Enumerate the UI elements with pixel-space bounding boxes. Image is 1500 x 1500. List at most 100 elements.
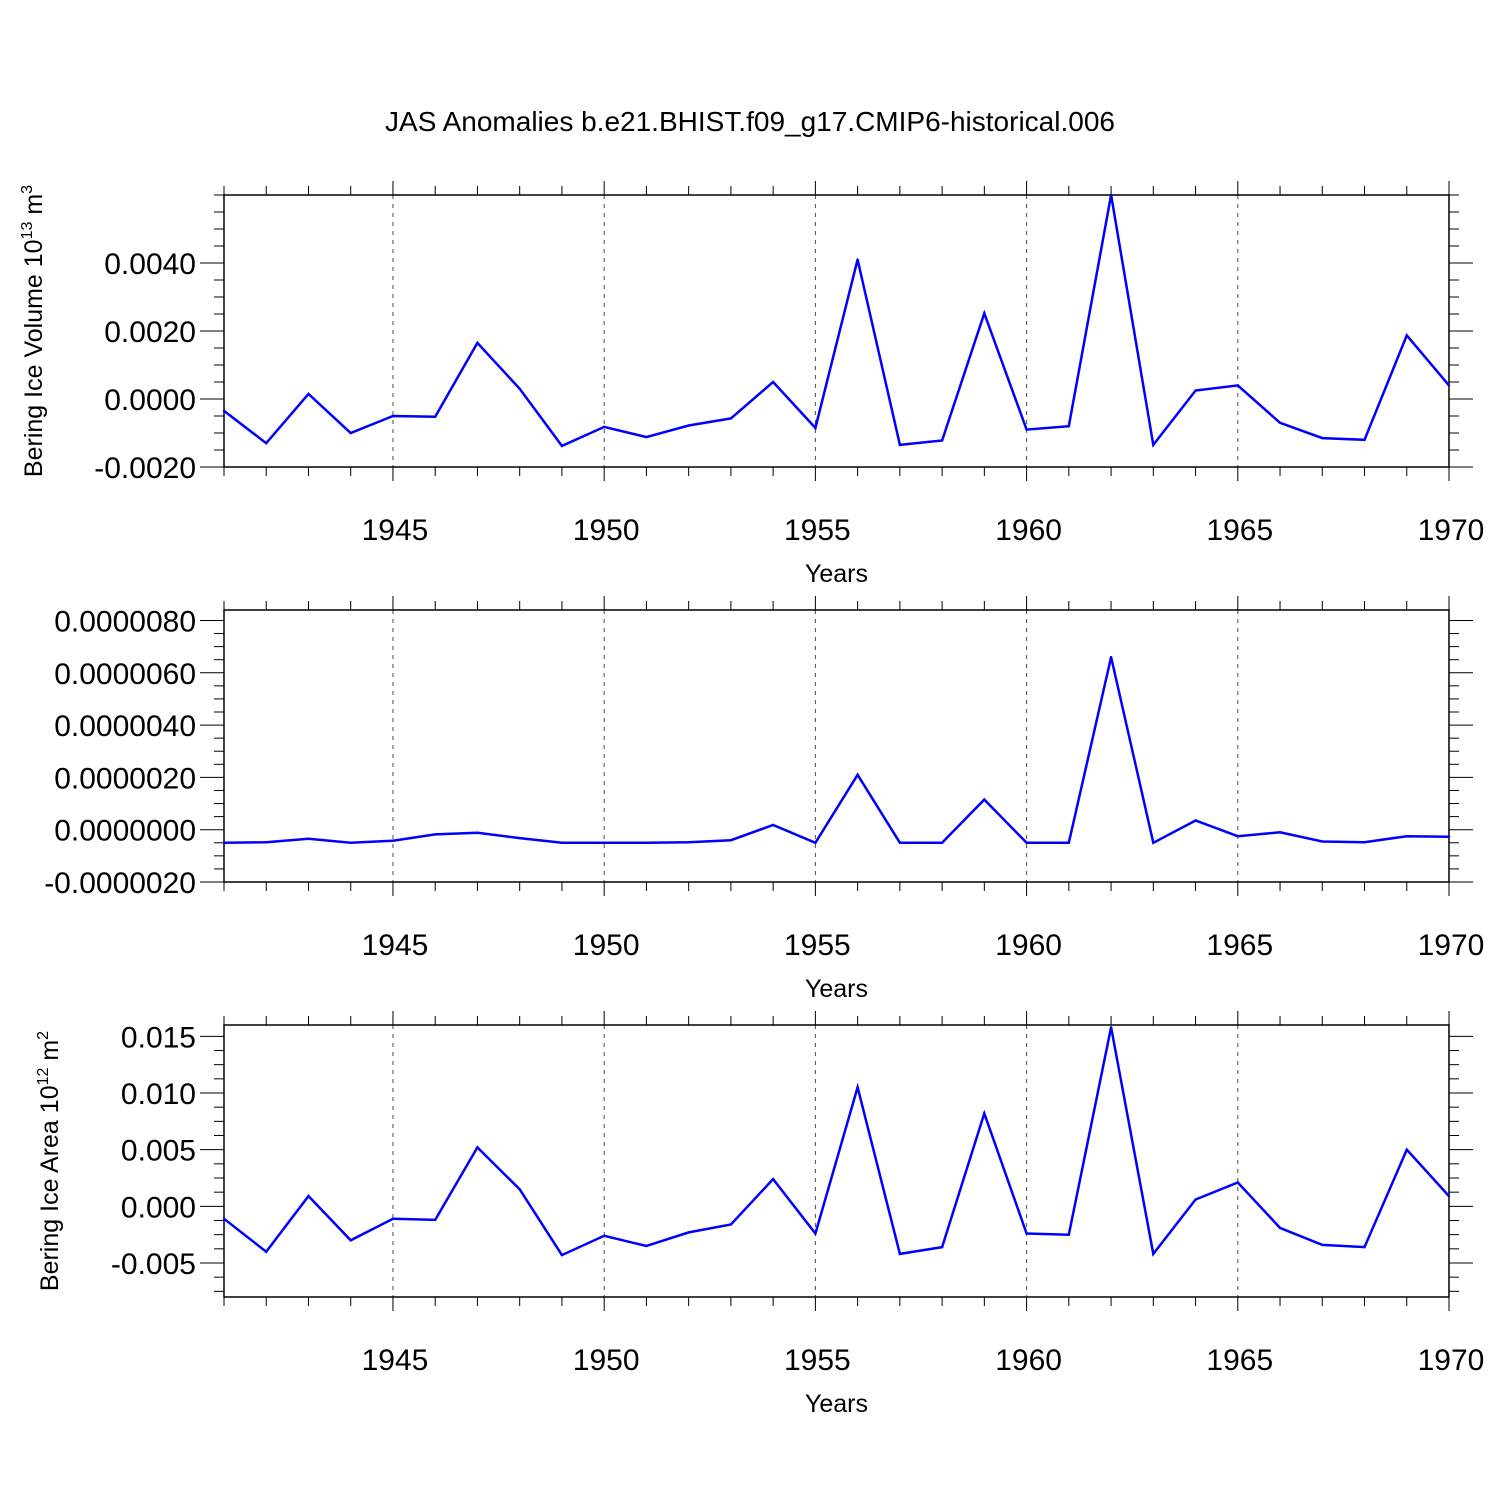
data-point bbox=[1152, 841, 1155, 844]
data-point bbox=[349, 841, 352, 844]
data-point bbox=[349, 431, 352, 435]
data-point bbox=[1321, 840, 1324, 843]
x-tick-label: 1950 bbox=[573, 1344, 640, 1377]
data-point bbox=[856, 258, 859, 261]
chart-title: JAS Anomalies b.e21.BHIST.f09_g17.CMIP6-… bbox=[385, 106, 1115, 137]
data-point bbox=[771, 823, 775, 827]
data-point bbox=[814, 1232, 817, 1235]
data-point bbox=[1152, 443, 1155, 447]
x-tick-label: 1945 bbox=[362, 929, 429, 962]
plot-frame bbox=[223, 1024, 1450, 1298]
data-point bbox=[1405, 334, 1408, 337]
y-tick-label: 0.0020 bbox=[104, 316, 196, 349]
y-tick-label: 0.005 bbox=[121, 1135, 196, 1168]
data-point bbox=[814, 841, 817, 844]
data-point bbox=[307, 837, 310, 841]
data-point bbox=[940, 439, 944, 442]
y-axis-label-unit-exponent: 2 bbox=[35, 1031, 52, 1040]
data-point bbox=[645, 1244, 648, 1248]
data-point bbox=[814, 426, 817, 430]
data-point bbox=[1447, 384, 1451, 387]
x-tick-label: 1950 bbox=[573, 929, 640, 962]
data-point bbox=[222, 841, 226, 844]
data-point bbox=[434, 1218, 437, 1222]
x-tick-label: 1960 bbox=[995, 514, 1062, 547]
data-point bbox=[1194, 819, 1197, 822]
y-tick-label: 0.000 bbox=[121, 1191, 196, 1224]
y-tick-label: -0.0000020 bbox=[44, 867, 196, 900]
data-point bbox=[856, 1086, 859, 1089]
chart-panel-1: -0.0020 0.0000 0.0020 0.0040 1945 1950 1955 196… bbox=[19, 181, 1484, 588]
data-point bbox=[602, 841, 606, 844]
data-point bbox=[1152, 1252, 1155, 1256]
x-tick-label: 1950 bbox=[573, 514, 640, 547]
data-point bbox=[898, 1252, 902, 1256]
y-tick-label: 0.0040 bbox=[104, 248, 196, 281]
data-point bbox=[898, 841, 902, 844]
data-point bbox=[1025, 428, 1028, 431]
x-axis-label: Years bbox=[805, 560, 868, 588]
data-point bbox=[1321, 1243, 1324, 1247]
x-tick-label: 1970 bbox=[1418, 1344, 1485, 1377]
x-tick-label: 1960 bbox=[995, 929, 1062, 962]
data-point bbox=[898, 443, 902, 447]
y-tick-label: 0.0000 bbox=[104, 384, 196, 417]
x-tick-label: 1970 bbox=[1418, 514, 1485, 547]
data-point bbox=[476, 341, 479, 345]
data-point bbox=[1194, 1198, 1197, 1201]
data-point bbox=[1236, 1181, 1239, 1184]
data-point bbox=[518, 387, 521, 390]
data-point bbox=[434, 415, 437, 418]
data-point bbox=[983, 798, 986, 801]
y-tick-label: 0.0000020 bbox=[54, 762, 196, 795]
data-point bbox=[1278, 421, 1282, 424]
y-axis-label-main: Bering Ice Volume 10 bbox=[20, 239, 48, 477]
x-tick-label: 1945 bbox=[362, 1344, 429, 1377]
data-point bbox=[518, 836, 521, 840]
y-axis-label-exponent: 13 bbox=[19, 222, 36, 240]
data-point bbox=[856, 773, 859, 776]
data-point bbox=[476, 831, 479, 835]
data-point bbox=[645, 841, 648, 844]
data-point bbox=[771, 1177, 775, 1181]
data-point bbox=[687, 424, 690, 427]
data-point bbox=[983, 1112, 986, 1115]
y-axis-label-exponent: 12 bbox=[35, 1067, 52, 1085]
data-point bbox=[1363, 1245, 1366, 1249]
x-tick-label: 1965 bbox=[1206, 1344, 1273, 1377]
data-point bbox=[560, 1253, 564, 1257]
chart-panel-2: -0.0000020 0.0000000 0.0000020 0.0000040 0.0… bbox=[44, 596, 1484, 1003]
y-axis-label-main: Bering Ice Area 10 bbox=[36, 1085, 64, 1291]
data-point bbox=[1405, 835, 1408, 838]
data-point bbox=[687, 1231, 690, 1234]
y-tick-label: 0.0000080 bbox=[54, 605, 196, 638]
data-point bbox=[729, 417, 733, 420]
x-tick-label: 1955 bbox=[784, 929, 851, 962]
y-axis-label-unit: m bbox=[20, 194, 48, 222]
plot-frame bbox=[223, 609, 1450, 883]
data-point bbox=[1405, 1148, 1408, 1151]
y-tick-label: 0.0000060 bbox=[54, 658, 196, 691]
data-point bbox=[265, 1250, 268, 1253]
data-point bbox=[307, 392, 310, 396]
data-point bbox=[1025, 1232, 1028, 1235]
data-point bbox=[645, 435, 648, 439]
x-tick-label: 1960 bbox=[995, 1344, 1062, 1377]
data-point bbox=[940, 1245, 944, 1249]
x-tick-label: 1965 bbox=[1206, 514, 1273, 547]
data-point bbox=[1321, 436, 1324, 440]
x-tick-label: 1965 bbox=[1206, 929, 1273, 962]
data-point bbox=[940, 841, 944, 844]
data-point bbox=[560, 444, 564, 448]
data-point bbox=[222, 409, 226, 413]
data-point bbox=[729, 838, 733, 842]
data-point bbox=[1236, 835, 1239, 838]
x-tick-label: 1955 bbox=[784, 1344, 851, 1377]
x-tick-label: 1945 bbox=[362, 514, 429, 547]
y-axis-label: Bering Ice Volume 1013 m3 bbox=[19, 185, 48, 477]
data-point bbox=[1025, 841, 1028, 844]
series-line bbox=[223, 194, 1450, 448]
data-point bbox=[687, 841, 690, 844]
y-tick-label: 0.0000040 bbox=[54, 710, 196, 743]
